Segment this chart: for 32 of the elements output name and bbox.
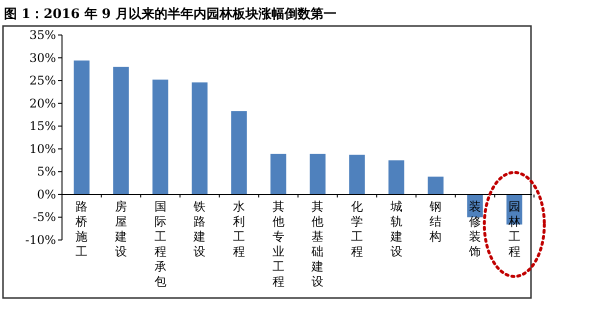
y-tick-label: 15% bbox=[29, 119, 56, 134]
bar bbox=[310, 154, 326, 194]
x-tick-label: 房屋建设 bbox=[114, 199, 127, 258]
bar bbox=[349, 154, 365, 194]
x-tick-label: 其他专业工程 bbox=[272, 199, 284, 288]
x-tick-label: 其他基础建设 bbox=[310, 199, 324, 288]
x-tick-label: 装修装饰 bbox=[468, 199, 481, 258]
chart-title: 图 1：2016 年 9 月以来的半年内园林板块涨幅倒数第一 bbox=[4, 7, 336, 22]
bar bbox=[113, 66, 129, 194]
bar bbox=[388, 160, 404, 194]
y-tick-label: 20% bbox=[29, 96, 56, 110]
y-tick-label: 5% bbox=[36, 164, 56, 179]
x-tick-label: 城轨建设 bbox=[389, 199, 402, 258]
y-tick-label: 30% bbox=[29, 50, 56, 65]
x-tick-label: 国际工程承包 bbox=[154, 199, 166, 288]
y-tick-label: 35% bbox=[29, 28, 56, 42]
y-tick-label: -10% bbox=[25, 233, 56, 247]
bar bbox=[270, 154, 286, 194]
y-tick-label: 10% bbox=[29, 142, 56, 156]
x-tick-label: 钢结构 bbox=[428, 199, 442, 244]
bar bbox=[231, 111, 247, 194]
x-tick-label: 化学工程 bbox=[351, 199, 363, 258]
bar bbox=[192, 82, 208, 194]
y-tick-label: -5% bbox=[32, 210, 56, 224]
x-tick-label: 路桥施工 bbox=[74, 199, 88, 258]
y-tick-label: 25% bbox=[29, 74, 56, 88]
bar bbox=[74, 60, 90, 194]
bar bbox=[428, 176, 444, 194]
bar bbox=[152, 80, 168, 194]
y-tick-label: 0% bbox=[36, 187, 56, 202]
x-tick-label: 水利工程 bbox=[233, 199, 245, 258]
x-tick-label: 铁路建设 bbox=[192, 199, 206, 258]
